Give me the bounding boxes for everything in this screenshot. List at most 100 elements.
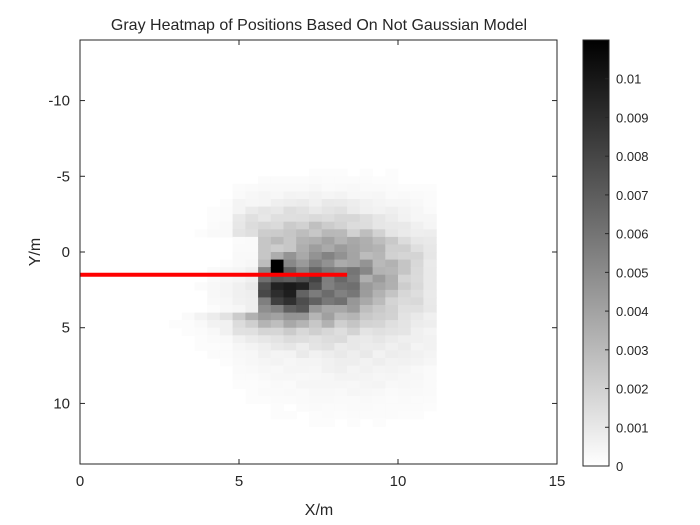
y-tick-label: -5 bbox=[57, 168, 70, 185]
heatmap-cell bbox=[410, 358, 424, 367]
heatmap-cell bbox=[410, 244, 424, 253]
heatmap-cell bbox=[309, 274, 323, 283]
heatmap-cell bbox=[181, 320, 196, 329]
heatmap-cell bbox=[385, 312, 399, 321]
heatmap-cell bbox=[321, 403, 335, 412]
heatmap-cell bbox=[245, 373, 259, 382]
heatmap-cell bbox=[232, 373, 246, 382]
heatmap-cell bbox=[423, 206, 437, 215]
heatmap-cell bbox=[270, 274, 285, 283]
heatmap-cell bbox=[270, 395, 285, 405]
heatmap-cell bbox=[258, 365, 272, 374]
heatmap-cell bbox=[359, 229, 374, 238]
heatmap-cell bbox=[283, 305, 297, 314]
heatmap-cell bbox=[270, 183, 285, 193]
heatmap-cell bbox=[309, 350, 323, 359]
heatmap-cell bbox=[194, 342, 208, 352]
heatmap-cell bbox=[398, 221, 412, 230]
heatmap-cell bbox=[334, 335, 348, 344]
heatmap-cell bbox=[347, 289, 361, 299]
heatmap-cell bbox=[245, 191, 259, 200]
heatmap-cell bbox=[309, 373, 323, 382]
heatmap-cell bbox=[372, 320, 386, 329]
heatmap-cell bbox=[347, 388, 361, 397]
heatmap-cell bbox=[207, 305, 221, 314]
heatmap-cell bbox=[372, 176, 386, 185]
heatmap-cell bbox=[232, 305, 246, 314]
heatmap-cell bbox=[410, 252, 424, 261]
heatmap-cell bbox=[398, 199, 412, 208]
heatmap-cell bbox=[347, 259, 361, 268]
heatmap-cell bbox=[321, 168, 335, 177]
heatmap-cell bbox=[270, 236, 285, 246]
heatmap-cell bbox=[321, 411, 335, 420]
heatmap-cell bbox=[219, 350, 234, 359]
heatmap-cell bbox=[245, 221, 259, 230]
heatmap-cell bbox=[245, 350, 259, 359]
heatmap-cell bbox=[270, 229, 285, 238]
y-axis: -10 -5 0 5 10 bbox=[48, 93, 557, 412]
heatmap-cell bbox=[347, 191, 361, 200]
heatmap-cell bbox=[334, 259, 348, 268]
heatmap-cell bbox=[296, 350, 310, 359]
heatmap-cell bbox=[258, 342, 272, 352]
heatmap-cell bbox=[385, 259, 399, 268]
heatmap-cell bbox=[423, 267, 437, 276]
heatmap-cell bbox=[219, 342, 234, 352]
heatmap-cell bbox=[270, 312, 285, 321]
chart-title: Gray Heatmap of Positions Based On Not G… bbox=[111, 17, 527, 34]
heatmap-cell bbox=[347, 358, 361, 367]
heatmap-cell bbox=[232, 327, 246, 336]
heatmap-cell bbox=[385, 252, 399, 261]
heatmap-cell bbox=[207, 335, 221, 344]
heatmap-cell bbox=[309, 259, 323, 268]
heatmap-cell bbox=[359, 373, 374, 382]
heatmap-cell bbox=[258, 358, 272, 367]
heatmap-cell bbox=[270, 335, 285, 344]
heatmap-cell bbox=[347, 236, 361, 246]
heatmap-cell bbox=[359, 206, 374, 215]
heatmap-cell bbox=[283, 327, 297, 336]
heatmap-cell bbox=[359, 335, 374, 344]
heatmap-cell bbox=[385, 214, 399, 223]
heatmap-cell bbox=[207, 350, 221, 359]
heatmap-cell bbox=[410, 312, 424, 321]
heatmap-cell bbox=[372, 312, 386, 321]
heatmap-cell bbox=[372, 358, 386, 367]
heatmap-cell bbox=[321, 342, 335, 352]
heatmap-cell bbox=[372, 199, 386, 208]
heatmap-cell bbox=[296, 214, 310, 223]
heatmap-cell bbox=[410, 365, 424, 374]
heatmap-cell bbox=[309, 342, 323, 352]
colorbar-tick-label: 0.005 bbox=[616, 265, 649, 280]
colorbar-tick-label: 0.007 bbox=[616, 188, 649, 203]
heatmap-cell bbox=[398, 365, 412, 374]
heatmap-cell bbox=[219, 199, 234, 208]
heatmap-cell bbox=[372, 335, 386, 344]
heatmap-cell bbox=[258, 395, 272, 405]
heatmap-cell bbox=[347, 403, 361, 412]
heatmap-cell bbox=[334, 252, 348, 261]
heatmap-cell bbox=[410, 199, 424, 208]
heatmap-cell bbox=[232, 221, 246, 230]
heatmap-cell bbox=[194, 327, 208, 336]
heatmap-cell bbox=[398, 236, 412, 246]
heatmap-cell bbox=[270, 365, 285, 374]
heatmap-cell bbox=[398, 289, 412, 299]
heatmap-cell bbox=[232, 297, 246, 306]
heatmap-cell bbox=[334, 282, 348, 291]
heatmap-cell bbox=[347, 267, 361, 276]
heatmap-cell bbox=[347, 418, 361, 427]
heatmap-cell bbox=[334, 191, 348, 200]
heatmap-cell bbox=[334, 183, 348, 193]
heatmap-cell bbox=[410, 289, 424, 299]
heatmap-cell bbox=[398, 358, 412, 367]
heatmap-cell bbox=[423, 199, 437, 208]
heatmap-cell bbox=[296, 229, 310, 238]
heatmap-cell bbox=[270, 176, 285, 185]
heatmap-cell bbox=[359, 289, 374, 299]
heatmap-cell bbox=[219, 358, 234, 367]
heatmap-cell bbox=[334, 327, 348, 336]
heatmap-cell bbox=[309, 236, 323, 246]
heatmap-cell bbox=[372, 305, 386, 314]
